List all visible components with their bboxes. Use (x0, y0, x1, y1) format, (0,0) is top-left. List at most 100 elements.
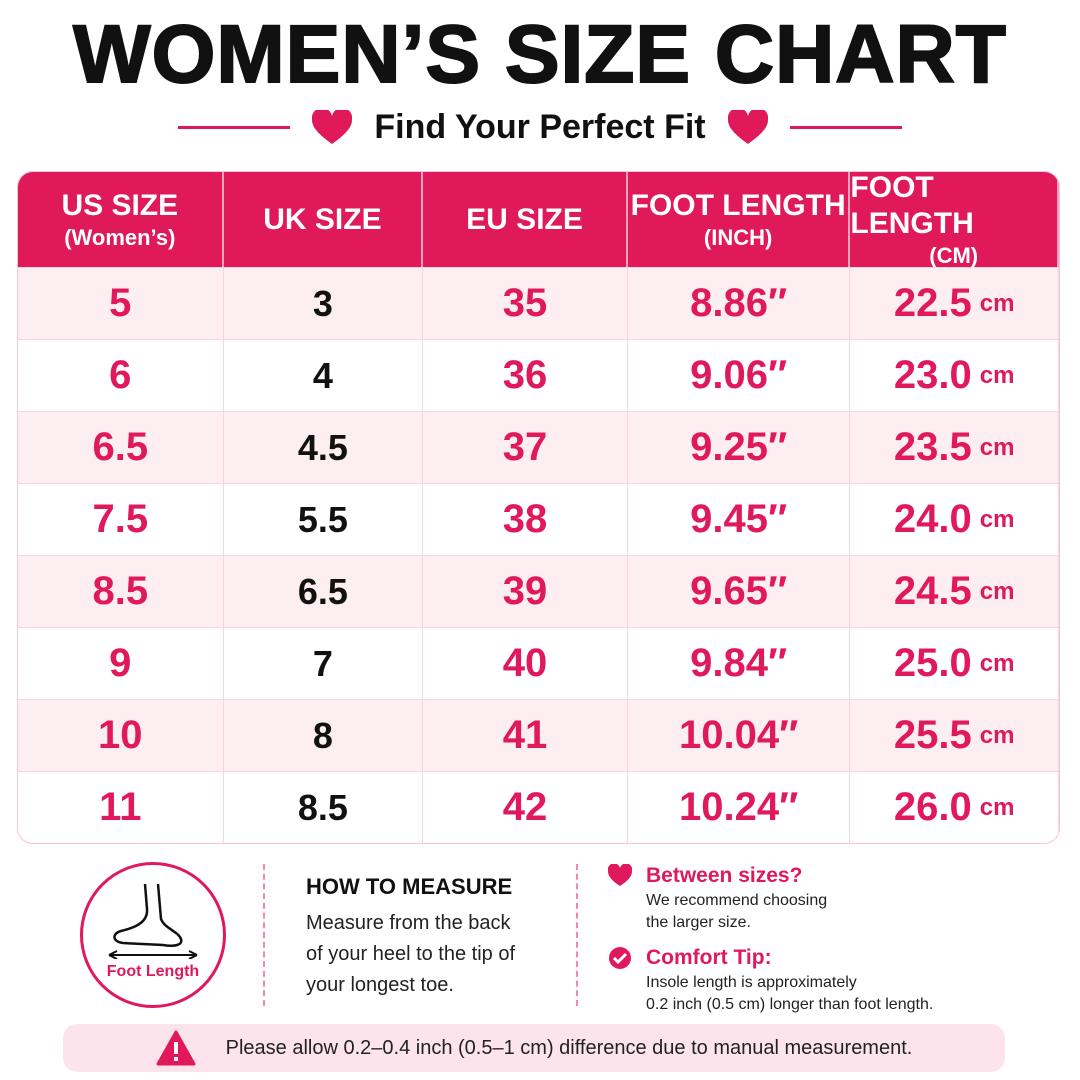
tip: Comfort Tip: Insole length is approximate… (608, 944, 1068, 1016)
cell: 4 (224, 340, 424, 411)
cell: 3 (224, 268, 424, 339)
cell-value: 10.24″ (678, 785, 799, 829)
cell: 37 (423, 412, 628, 483)
cell-value: 4 (312, 354, 333, 396)
cell-unit: cm (979, 577, 1015, 605)
foot-drawing (108, 883, 198, 959)
cell: 8.5 (224, 772, 424, 843)
cell-value: 10.04″ (678, 713, 799, 757)
cell-unit: cm (979, 649, 1015, 677)
header-text: (INCH) (703, 224, 773, 250)
cell: 23.5 cm (850, 412, 1059, 483)
cell: 35 (423, 268, 628, 339)
cell-value: 5.5 (297, 498, 348, 540)
header-text: FOOT LENGTH (850, 171, 974, 240)
cell: 8.5 (18, 556, 224, 627)
cell-unit: cm (979, 793, 1015, 821)
tip-title: Between sizes? (646, 864, 803, 887)
cell-unit: cm (979, 289, 1015, 317)
cell-value: 37 (502, 425, 548, 469)
cell-value: 8.86″ (690, 281, 788, 325)
cell-value: 39 (502, 569, 548, 613)
cell-value: 6 (109, 353, 132, 397)
rule (178, 126, 291, 129)
foot-icon: Foot Length (80, 862, 226, 1008)
cell-value: 9.06″ (690, 353, 788, 397)
warning-icon (156, 1030, 196, 1066)
table-row: 9 7 40 9.84″ 25.0 cm (18, 627, 1059, 699)
cell: 40 (423, 628, 628, 699)
cell: 9.45″ (628, 484, 851, 555)
cell-value: 8.5 (297, 786, 348, 828)
cell: 9.06″ (628, 340, 851, 411)
table-row: 5 3 35 8.86″ 22.5 cm (18, 267, 1059, 339)
table-row: 6 4 36 9.06″ 23.0 cm (18, 339, 1059, 411)
cell-value: 35 (502, 281, 548, 325)
cell: 22.5 cm (850, 268, 1059, 339)
header-text: (Women’s) (64, 224, 176, 250)
cell: 11 (18, 772, 224, 843)
cell: 10.24″ (628, 772, 851, 843)
measure-line: your longest toe. (306, 974, 454, 996)
header-row: US SIZE (Women’s) UK SIZE EU SIZE FOOT LENGT… (18, 171, 1059, 268)
divider (263, 864, 265, 1006)
cell: 10 (18, 700, 224, 771)
cell: 9.84″ (628, 628, 851, 699)
cell-value: 40 (502, 641, 548, 685)
cell: 24.0 cm (850, 484, 1059, 555)
tip-title: Comfort Tip: (646, 946, 772, 969)
heart-icon (727, 109, 768, 144)
header-text: EU SIZE (466, 202, 583, 236)
cell-value: 8 (312, 714, 333, 756)
cell-value: 25.5 (893, 713, 972, 757)
header-cell: UK SIZE (224, 172, 424, 267)
subtitle: Find Your Perfect Fit (374, 108, 706, 146)
cell-value: 41 (502, 713, 548, 757)
header-text: FOOT LENGTH (630, 188, 846, 222)
cell: 9.25″ (628, 412, 851, 483)
size-table: US SIZE (Women’s) UK SIZE EU SIZE FOOT LENGT… (17, 171, 1060, 844)
cell-value: 9.84″ (690, 641, 788, 685)
cell: 6 (18, 340, 224, 411)
tip-line: 0.2 inch (0.5 cm) longer than foot lengt… (646, 996, 934, 1013)
cell: 23.0 cm (850, 340, 1059, 411)
cell-value: 4.5 (297, 426, 348, 468)
cell: 38 (423, 484, 628, 555)
cell: 41 (423, 700, 628, 771)
cell-value: 23.5 (893, 425, 972, 469)
cell-value: 23.0 (893, 353, 972, 397)
header-cell: EU SIZE (423, 172, 628, 267)
cell: 9.65″ (628, 556, 851, 627)
cell: 36 (423, 340, 628, 411)
cell-value: 9.65″ (690, 569, 788, 613)
header-text: UK SIZE (263, 202, 382, 236)
table-row: 6.5 4.5 37 9.25″ 23.5 cm (18, 411, 1059, 483)
cell: 8.86″ (628, 268, 851, 339)
cell-value: 7.5 (92, 497, 149, 541)
cell-unit: cm (979, 721, 1015, 749)
measure-line: Measure from the back (306, 912, 511, 934)
table-row: 11 8.5 42 10.24″ 26.0 cm (18, 771, 1059, 843)
cell: 4.5 (224, 412, 424, 483)
tip-line: We recommend choosing (646, 892, 828, 909)
tips: Between sizes? We recommend choosing the l… (608, 862, 1068, 1016)
cell-value: 42 (502, 785, 548, 829)
cell: 6.5 (18, 412, 224, 483)
cell-value: 36 (502, 353, 548, 397)
cell-unit: cm (979, 361, 1015, 389)
header-text: (CM) (929, 242, 979, 268)
cell-value: 22.5 (893, 281, 972, 325)
cell-value: 6.5 (297, 570, 348, 612)
tip-line: the larger size. (646, 914, 751, 931)
cell: 25.0 cm (850, 628, 1059, 699)
cell-value: 25.0 (893, 641, 972, 685)
cell: 9 (18, 628, 224, 699)
header-cell: US SIZE (Women’s) (18, 172, 224, 267)
measure-line: of your heel to the tip of (306, 943, 516, 965)
cell: 25.5 cm (850, 700, 1059, 771)
cell: 39 (423, 556, 628, 627)
cell: 24.5 cm (850, 556, 1059, 627)
heart-icon (312, 109, 353, 144)
measure-title: HOW TO MEASURE (306, 874, 513, 899)
